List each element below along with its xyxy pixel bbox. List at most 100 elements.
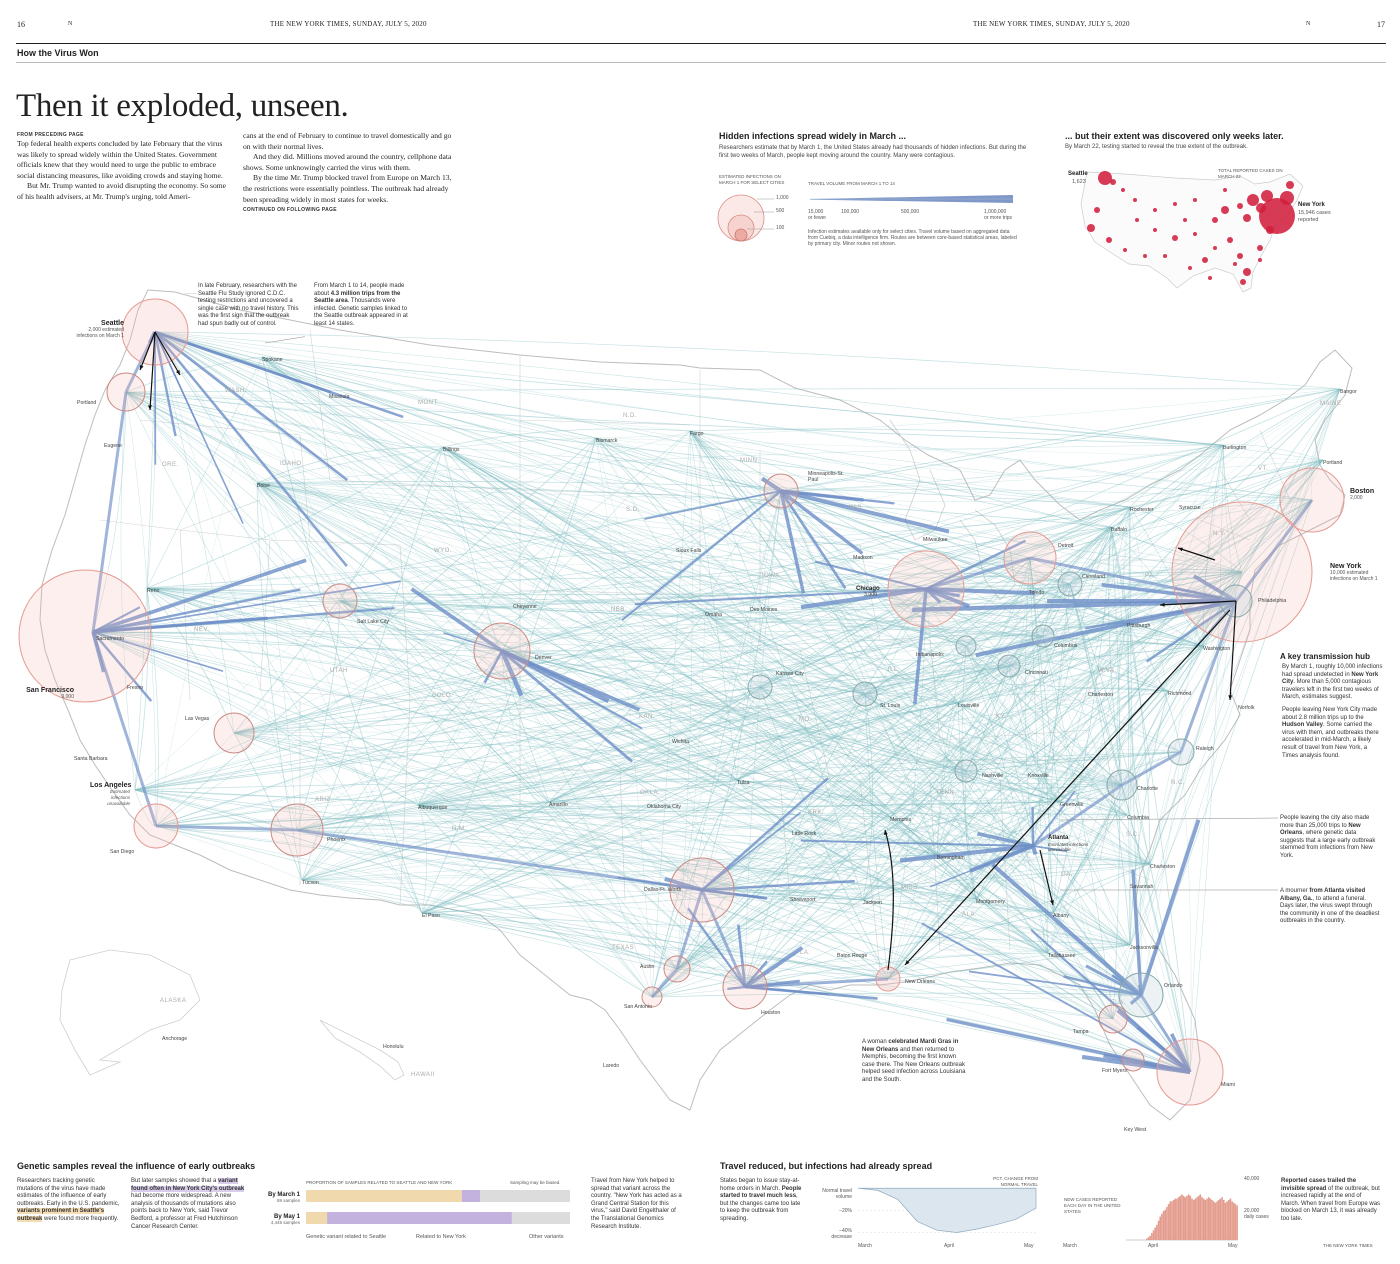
genetic-bar-segment (306, 1190, 462, 1202)
infection-circles (18, 298, 1345, 1106)
case-dot (1202, 257, 1208, 263)
city-label: Amarillo (549, 802, 568, 808)
case-dot (1094, 207, 1100, 213)
inset-seattle-value: 1,623 (1072, 179, 1086, 185)
inset-total-label: TOTAL REPORTED CASES ON MARCH 22 (1218, 168, 1283, 179)
legend-travel-tick: 500,000 (901, 209, 920, 215)
genetic-bar-category: By May 1 (274, 1214, 301, 1220)
state-label: W.VA. (1098, 668, 1117, 674)
state-label: NEV. (194, 627, 210, 633)
infection-circle-san-francisco (18, 569, 152, 703)
cases-bar (1212, 1201, 1215, 1240)
state-label: NEB. (611, 607, 628, 613)
genetic-bar-segment (511, 1212, 570, 1224)
state-label: WIS. (849, 505, 864, 511)
story-paragraph: And they did. Millions moved around the … (243, 152, 452, 172)
city-label: Oklahoma City (647, 804, 682, 810)
city-label: Columbus (1054, 643, 1078, 649)
case-dot (1247, 194, 1259, 206)
legend-circle-small (734, 228, 748, 242)
arrow-nola-memphis (884, 829, 894, 971)
hub-label: Phoenix (327, 837, 346, 843)
city-label: Anchorage (162, 1036, 188, 1042)
state-label: N.C. (1171, 780, 1185, 786)
atlanta-sub: Estimated infections unavailable (1048, 842, 1089, 852)
case-dot (1193, 232, 1197, 236)
cases-bar (1149, 1235, 1151, 1240)
city-label: Cheyenne (513, 604, 537, 610)
featured-city-sub: 2,000 estimated infections on March 1 (76, 327, 124, 339)
featured-city-sub: 10,000 estimated infections on March 1 (1330, 570, 1378, 582)
case-dot (1240, 279, 1246, 285)
city-label: Boise (257, 483, 270, 489)
cases-bar (1204, 1199, 1207, 1240)
hub-label: Chicago (856, 586, 880, 592)
arrow-seattle-south (149, 331, 156, 411)
infection-circle-new-orleans (875, 966, 901, 992)
cases-bar (1162, 1211, 1165, 1240)
featured-city: New York 10,000 estimated infections on M… (1330, 563, 1386, 582)
hub-label: Philadelphia (1258, 598, 1287, 604)
hub-label: St. Louis (880, 703, 901, 709)
arrowhead (176, 370, 180, 375)
cases-y-tick: 20,000 (1244, 1208, 1260, 1214)
travel-pct-label: PCT. CHANGE FROM NORMAL TRAVEL (993, 1176, 1038, 1187)
hub-label: New Orleans (905, 979, 935, 985)
legend-travel-wedge (810, 195, 1013, 203)
cases-bar (1164, 1209, 1167, 1240)
inset-map (1080, 171, 1304, 293)
featured-city-sub: 9,000 (61, 694, 74, 700)
state-label: WASH. (225, 388, 247, 394)
state-label: N.M. (452, 826, 467, 832)
state-label: S.C. (1126, 832, 1140, 838)
infection-circle-dallas (669, 857, 735, 923)
hub-label: San Diego (110, 849, 135, 855)
city-label: Laredo (603, 1063, 620, 1069)
state-label: VA. (1179, 690, 1190, 696)
infection-circle-salt-lake (322, 583, 358, 619)
cases-bar (1201, 1197, 1203, 1240)
annotation-mardi-gras: A woman celebrated Mardi Gras in New Orl… (862, 1039, 966, 1083)
city-label: Honolulu (383, 1044, 404, 1050)
hub-label: Miami (1221, 1082, 1235, 1088)
legend-circle-value: 500 (776, 208, 785, 214)
genetic-bar-segment (461, 1190, 481, 1202)
city-label: Milwaukee (923, 537, 948, 543)
city-label: Rochester (1130, 507, 1154, 513)
case-dot (1286, 181, 1294, 189)
cases-bar (1227, 1199, 1230, 1240)
cases-bar (1236, 1205, 1238, 1240)
legend-travel-tick: 1,000,000 (984, 209, 1007, 215)
infection-circle-austin (663, 955, 691, 983)
state-label: OKLA. (640, 790, 661, 796)
arrow-seattle-east (154, 331, 181, 376)
hub-label: Atlanta (1048, 835, 1069, 841)
legend-note: Infection estimates available only for s… (808, 229, 1017, 247)
hub-label: Dallas-Ft. Worth (644, 887, 682, 893)
featured-city-name: San Francisco (26, 687, 74, 694)
city-label: Bismarck (596, 438, 618, 444)
case-dot (1153, 208, 1157, 212)
legend-travel-tick-sub: or more trips (984, 215, 1013, 221)
state-label: FLA. (1111, 1000, 1126, 1006)
cases-bar (1147, 1237, 1150, 1240)
case-dot (1106, 237, 1112, 243)
cases-bar (1232, 1202, 1235, 1240)
state-label: N.Y. (1213, 531, 1226, 537)
cases-bar (1229, 1198, 1232, 1240)
hub-title: A key transmission hub (1280, 652, 1370, 661)
case-dot (1208, 276, 1212, 280)
legend-circle-value: 1,000 (776, 195, 789, 201)
case-dot (1123, 248, 1127, 252)
travel-x-tick: March (858, 1243, 872, 1249)
cases-bar (1217, 1199, 1220, 1240)
state-label: IDAHO (280, 461, 302, 467)
city-label: Toledo (1029, 590, 1045, 596)
cases-bar (1194, 1198, 1197, 1240)
header-rule (16, 43, 1386, 44)
city-label: Fargo (690, 431, 704, 437)
city-label: El Paso (422, 913, 440, 919)
genetic-bar-sub: 89 samples (277, 1198, 301, 1203)
cases-bar-chart (1126, 1194, 1238, 1241)
city-label: Pittsburgh (1127, 623, 1151, 629)
